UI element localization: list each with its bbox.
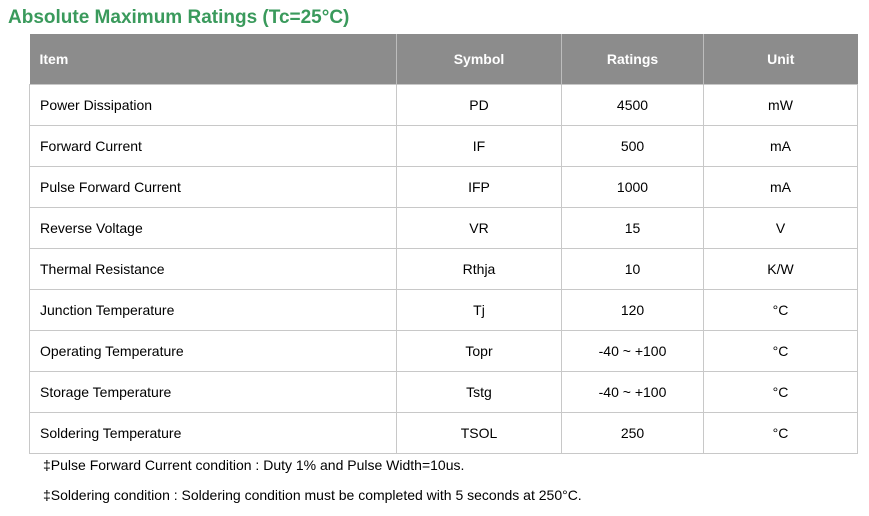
symbol-cell: IFP — [396, 166, 562, 208]
item-cell: Forward Current — [29, 125, 397, 167]
item-cell: Power Dissipation — [29, 84, 397, 126]
symbol-cell: Tstg — [396, 371, 562, 413]
rating-cell: 15 — [561, 207, 704, 249]
symbol-cell: Tj — [396, 289, 562, 331]
table-row: Thermal Resistance Rthja 10 K/W — [29, 248, 858, 290]
symbol-cell: PD — [396, 84, 562, 126]
symbol-cell: VR — [396, 207, 562, 249]
table-header-row: Item Symbol Ratings Unit — [29, 34, 858, 85]
unit-cell: °C — [703, 371, 858, 413]
ratings-table: Item Symbol Ratings Unit Power Dissipati… — [29, 34, 858, 454]
pulse-forward-current-note: ‡Pulse Forward Current condition : Duty … — [43, 457, 465, 473]
unit-cell: mA — [703, 125, 858, 167]
page-title: Absolute Maximum Ratings (Tc=25°C) — [8, 7, 350, 28]
item-cell: Storage Temperature — [29, 371, 397, 413]
header-item: Item — [29, 34, 397, 85]
item-cell: Pulse Forward Current — [29, 166, 397, 208]
header-unit: Unit — [703, 34, 858, 85]
table-row: Forward Current IF 500 mA — [29, 125, 858, 167]
symbol-cell: Rthja — [396, 248, 562, 290]
table-row: Junction Temperature Tj 120 °C — [29, 289, 858, 331]
rating-cell: -40 ~ +100 — [561, 371, 704, 413]
header-symbol: Symbol — [396, 34, 562, 85]
unit-cell: K/W — [703, 248, 858, 290]
header-ratings: Ratings — [561, 34, 704, 85]
rating-cell: 250 — [561, 412, 704, 454]
soldering-condition-note: ‡Soldering condition : Soldering conditi… — [43, 487, 582, 503]
unit-cell: mW — [703, 84, 858, 126]
item-cell: Operating Temperature — [29, 330, 397, 372]
table-row: Storage Temperature Tstg -40 ~ +100 °C — [29, 371, 858, 413]
symbol-cell: TSOL — [396, 412, 562, 454]
rating-cell: 1000 — [561, 166, 704, 208]
table-row: Operating Temperature Topr -40 ~ +100 °C — [29, 330, 858, 372]
item-cell: Soldering Temperature — [29, 412, 397, 454]
rating-cell: 4500 — [561, 84, 704, 126]
unit-cell: mA — [703, 166, 858, 208]
unit-cell: °C — [703, 289, 858, 331]
unit-cell: V — [703, 207, 858, 249]
rating-cell: 500 — [561, 125, 704, 167]
table-row: Power Dissipation PD 4500 mW — [29, 84, 858, 126]
table-row: Reverse Voltage VR 15 V — [29, 207, 858, 249]
symbol-cell: Topr — [396, 330, 562, 372]
item-cell: Junction Temperature — [29, 289, 397, 331]
symbol-cell: IF — [396, 125, 562, 167]
unit-cell: °C — [703, 412, 858, 454]
rating-cell: 10 — [561, 248, 704, 290]
unit-cell: °C — [703, 330, 858, 372]
rating-cell: 120 — [561, 289, 704, 331]
item-cell: Thermal Resistance — [29, 248, 397, 290]
table-row: Pulse Forward Current IFP 1000 mA — [29, 166, 858, 208]
table-row: Soldering Temperature TSOL 250 °C — [29, 412, 858, 454]
item-cell: Reverse Voltage — [29, 207, 397, 249]
rating-cell: -40 ~ +100 — [561, 330, 704, 372]
